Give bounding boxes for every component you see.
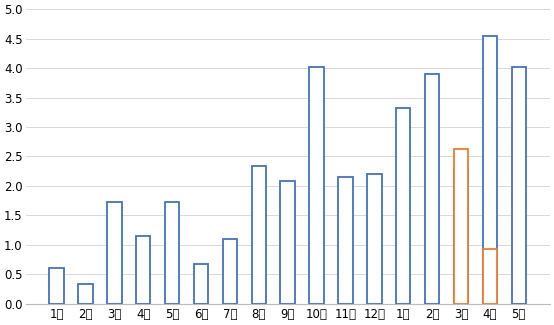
Bar <box>194 264 208 304</box>
Bar <box>454 168 468 304</box>
Bar <box>483 249 497 304</box>
Bar <box>136 236 151 304</box>
Bar <box>280 181 295 304</box>
Bar <box>165 202 179 304</box>
Bar <box>454 149 468 304</box>
Bar <box>78 284 93 304</box>
Bar <box>223 239 237 304</box>
Bar <box>107 202 122 304</box>
Bar <box>309 67 324 304</box>
Bar <box>511 67 526 304</box>
Bar <box>367 174 382 304</box>
Bar <box>252 166 266 304</box>
Bar <box>338 177 353 304</box>
Bar <box>49 268 64 304</box>
Bar <box>425 74 439 304</box>
Bar <box>483 36 497 304</box>
Bar <box>396 108 411 304</box>
